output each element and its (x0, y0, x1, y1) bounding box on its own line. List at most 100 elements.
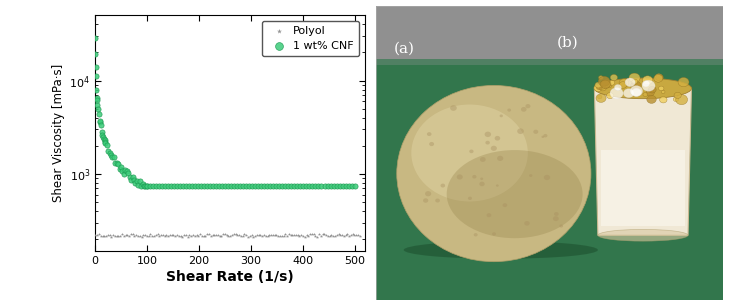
1 wt% CNF (247, 183, 258, 188)
1 wt% CNF (139, 183, 151, 188)
1 wt% CNF (91, 88, 102, 92)
Polyol (146, 233, 158, 238)
Polyol (296, 232, 307, 237)
Polyol (292, 233, 304, 238)
1 wt% CNF (105, 153, 117, 158)
Polyol (269, 233, 280, 237)
Polyol (315, 233, 326, 238)
1 wt% CNF (132, 183, 144, 188)
Circle shape (658, 86, 664, 91)
Circle shape (673, 97, 679, 102)
Circle shape (629, 73, 640, 83)
Polyol (230, 232, 242, 237)
Polyol (272, 234, 284, 239)
Polyol (207, 233, 218, 237)
Polyol (322, 233, 334, 238)
Circle shape (544, 175, 550, 180)
Polyol (120, 233, 131, 238)
Polyol (339, 233, 351, 237)
Polyol (313, 232, 325, 237)
1 wt% CNF (207, 183, 219, 188)
Polyol (201, 232, 213, 237)
Polyol (172, 232, 183, 237)
Polyol (134, 233, 145, 238)
1 wt% CNF (288, 183, 300, 188)
Polyol (166, 233, 177, 237)
Polyol (109, 233, 120, 238)
1 wt% CNF (131, 179, 142, 184)
Y-axis label: Shear Viscosity [mPa·s]: Shear Viscosity [mPa·s] (52, 64, 65, 202)
1 wt% CNF (213, 183, 225, 188)
Circle shape (599, 85, 607, 91)
1 wt% CNF (153, 183, 165, 188)
1 wt% CNF (121, 169, 133, 174)
Circle shape (599, 84, 605, 89)
Polyol (99, 233, 110, 238)
Circle shape (655, 74, 663, 80)
Polyol (337, 233, 348, 238)
1 wt% CNF (267, 183, 279, 188)
Circle shape (593, 84, 602, 91)
Polyol (196, 234, 208, 239)
1 wt% CNF (301, 183, 312, 188)
1 wt% CNF (93, 106, 104, 111)
Polyol (169, 234, 181, 239)
Polyol (150, 233, 161, 238)
Polyol (352, 233, 364, 237)
1 wt% CNF (99, 140, 111, 145)
1 wt% CNF (223, 183, 234, 188)
Polyol (297, 233, 309, 238)
1 wt% CNF (99, 140, 111, 145)
Polyol (193, 233, 204, 238)
1 wt% CNF (243, 183, 255, 188)
1 wt% CNF (315, 183, 327, 188)
Polyol (277, 233, 289, 238)
Polyol (223, 233, 234, 238)
1 wt% CNF (219, 183, 231, 188)
Circle shape (676, 95, 688, 105)
1 wt% CNF (255, 183, 267, 188)
1 wt% CNF (304, 183, 315, 188)
1 wt% CNF (240, 183, 252, 188)
Polyol (182, 234, 193, 239)
1 wt% CNF (337, 183, 348, 188)
1 wt% CNF (328, 183, 339, 188)
Circle shape (507, 109, 511, 112)
1 wt% CNF (280, 183, 291, 188)
Text: (b): (b) (556, 35, 578, 50)
1 wt% CNF (186, 183, 198, 188)
Circle shape (610, 88, 623, 99)
1 wt% CNF (334, 183, 345, 188)
Polyol (125, 232, 137, 237)
1 wt% CNF (174, 183, 186, 188)
FancyBboxPatch shape (376, 6, 723, 65)
1 wt% CNF (319, 183, 331, 188)
1 wt% CNF (93, 111, 104, 116)
1 wt% CNF (231, 183, 243, 188)
1 wt% CNF (199, 183, 210, 188)
Circle shape (595, 82, 602, 88)
Polyol (324, 233, 336, 238)
1 wt% CNF (93, 120, 105, 125)
Circle shape (654, 75, 663, 82)
FancyBboxPatch shape (376, 6, 723, 300)
Polyol (214, 233, 226, 238)
Polyol (234, 233, 245, 237)
1 wt% CNF (123, 171, 134, 176)
Circle shape (468, 197, 472, 200)
1 wt% CNF (94, 118, 106, 123)
Circle shape (642, 80, 655, 91)
Polyol (212, 233, 223, 238)
Polyol (320, 232, 332, 237)
Polyol (184, 233, 196, 238)
Circle shape (630, 86, 642, 96)
Polyol (121, 233, 133, 237)
1 wt% CNF (135, 183, 147, 188)
Polyol (354, 233, 366, 238)
1 wt% CNF (92, 98, 104, 103)
1 wt% CNF (283, 183, 294, 188)
Circle shape (491, 146, 497, 151)
1 wt% CNF (291, 183, 303, 188)
Circle shape (625, 78, 635, 87)
1 wt% CNF (307, 183, 318, 188)
